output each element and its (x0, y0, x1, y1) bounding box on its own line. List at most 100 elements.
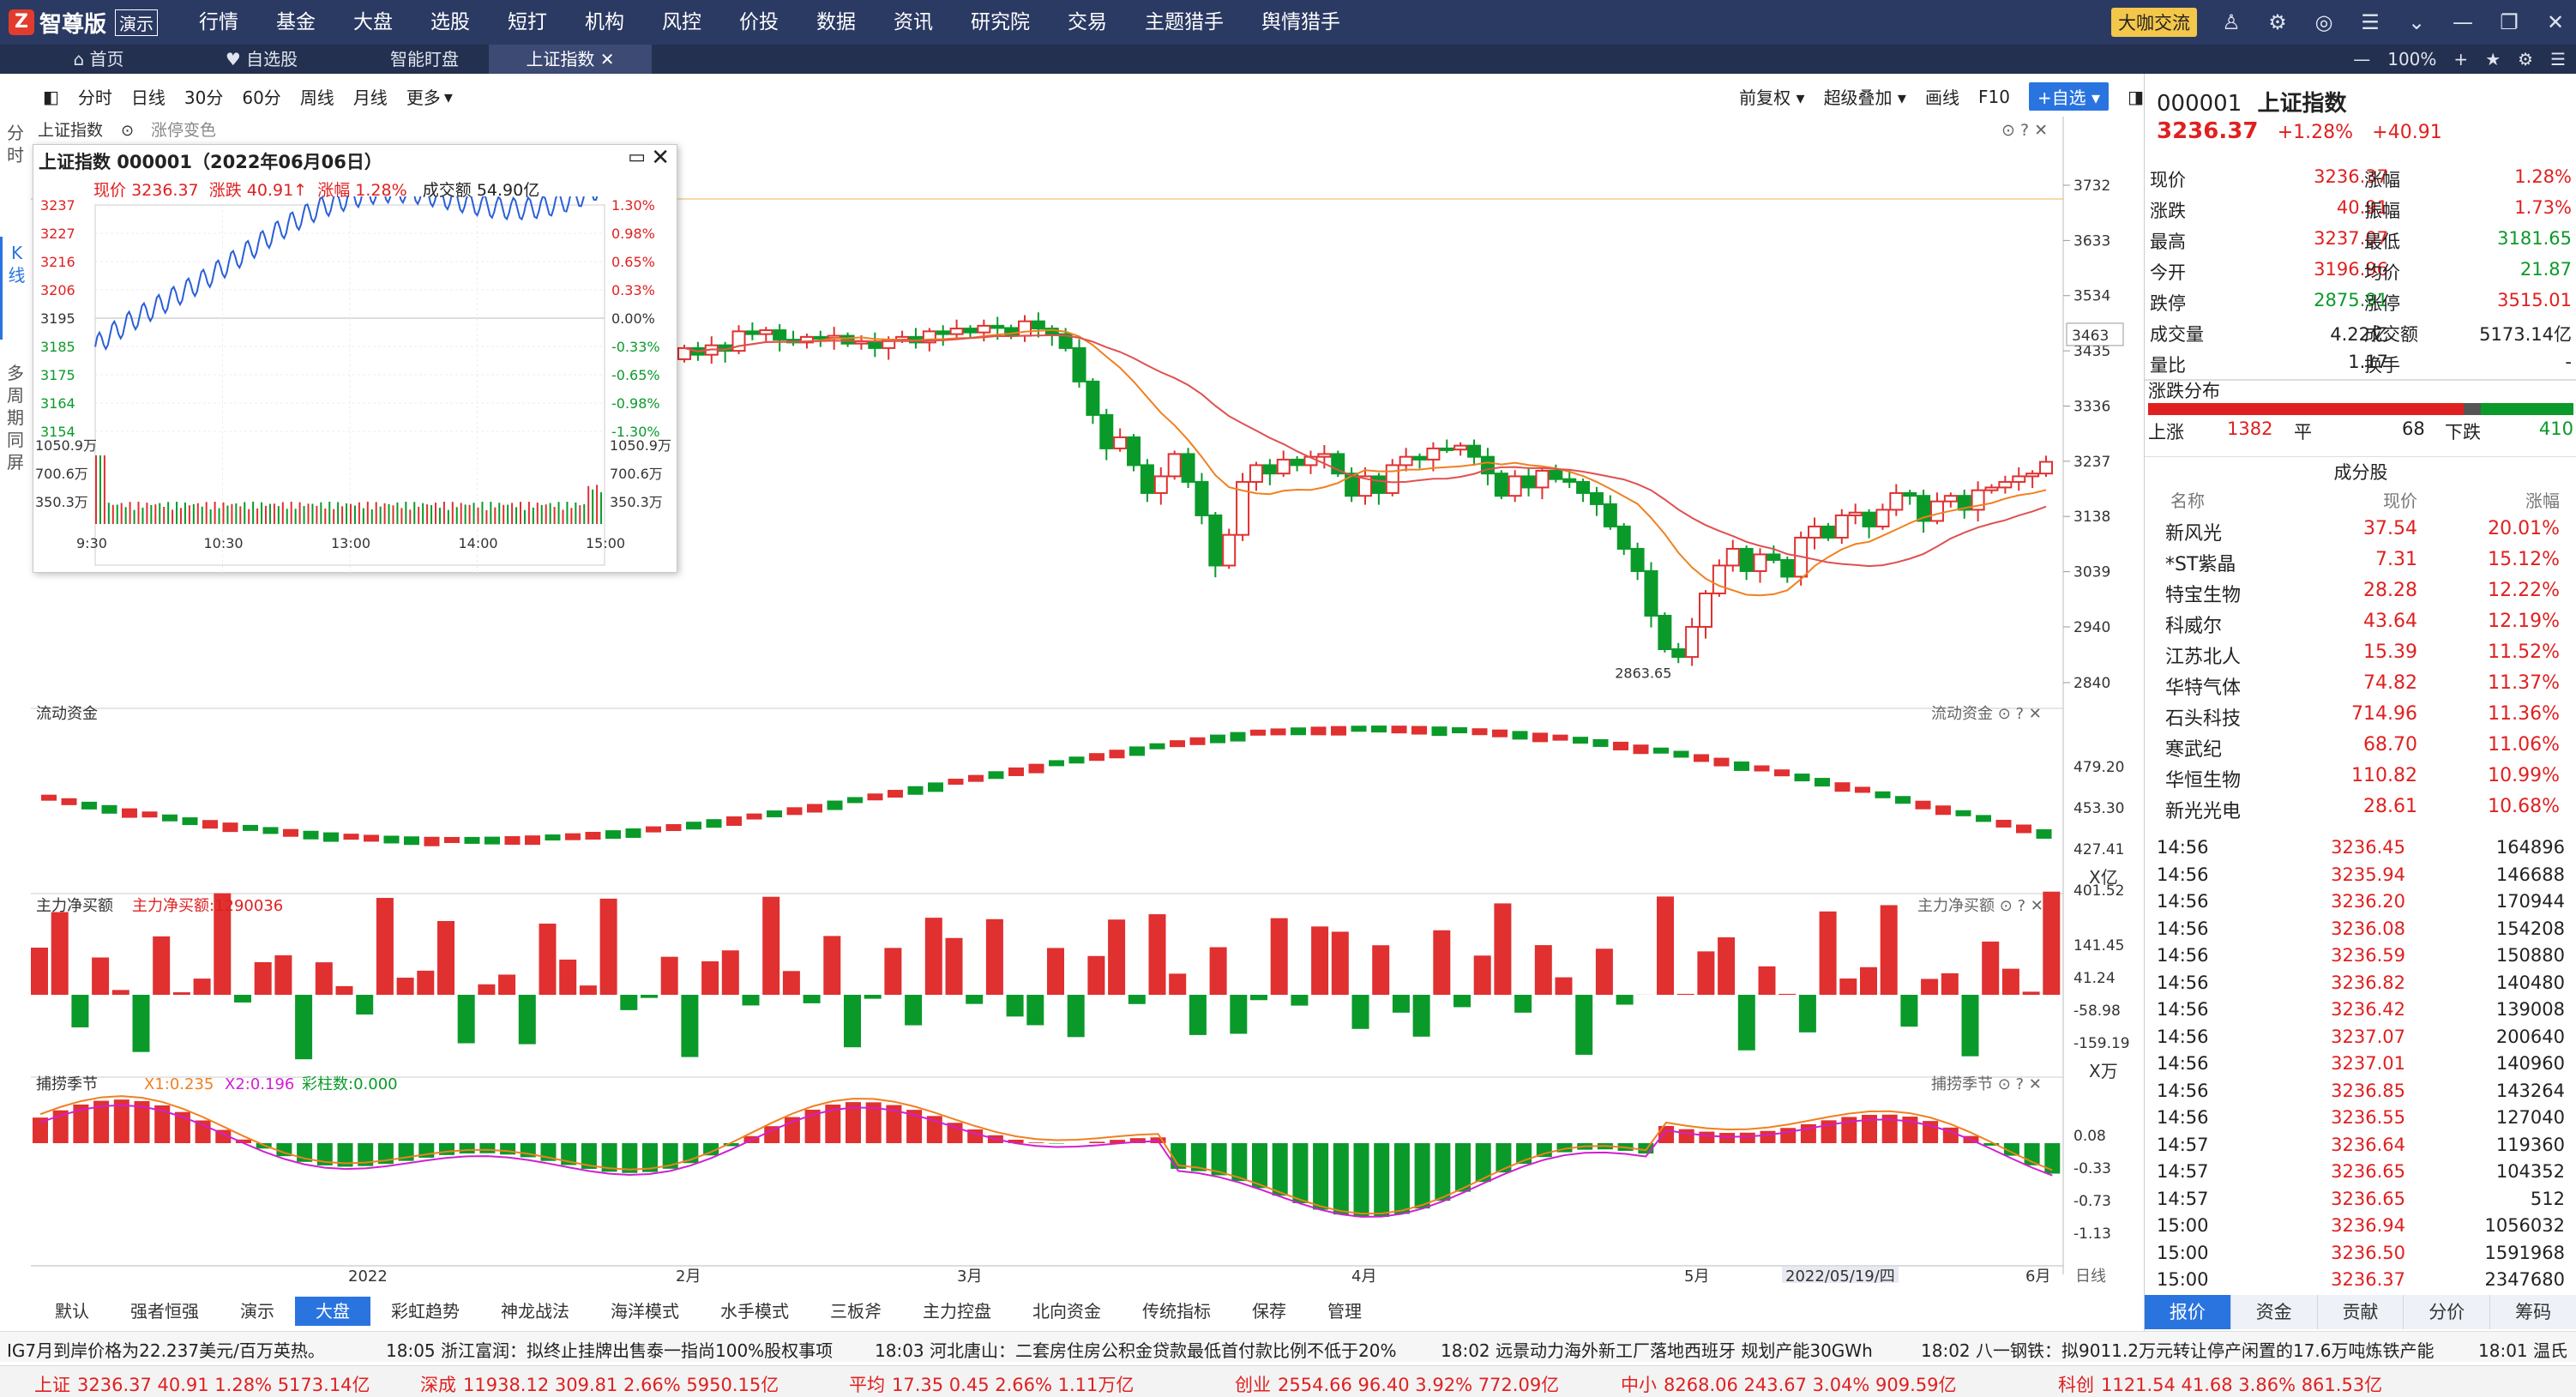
menu-item[interactable]: 研究院 (971, 11, 1030, 33)
component-row[interactable]: 华恒生物 110.82 10.99% (2165, 765, 2560, 792)
index-item[interactable]: 创业 2554.66 96.40 3.92% 772.09亿 (1235, 1375, 1560, 1395)
template-tab[interactable]: 主力控盘 (923, 1301, 991, 1322)
index-item[interactable]: 上证 3236.37 40.91 1.28% 5173.14亿 (34, 1375, 370, 1395)
template-tab[interactable]: 水手模式 (720, 1301, 789, 1322)
template-tab[interactable]: 传统指标 (1142, 1301, 1211, 1322)
menu-item[interactable]: 交易 (1068, 11, 1107, 33)
template-tab[interactable]: 演示 (240, 1301, 274, 1322)
template-tab[interactable]: 管理 (1327, 1301, 1362, 1322)
collapse-icon[interactable]: ⌄ (2407, 10, 2426, 34)
more-dropdown-icon[interactable]: ▾ (443, 86, 453, 107)
period-0[interactable]: 分时 (77, 87, 112, 108)
season-bar (1881, 1114, 1898, 1143)
news-item[interactable]: 18:03 河北唐山：二套房住房公积金贷款最低首付款比例不低于20% (875, 1340, 1397, 1361)
adjust-dropdown[interactable]: 前复权 ▾ (1739, 87, 1805, 108)
quote-tab[interactable]: 报价 (2145, 1295, 2231, 1329)
menu-item[interactable]: 行情 (199, 11, 238, 33)
period-3[interactable]: 60分 (242, 87, 281, 108)
index-item[interactable]: 深成 11938.12 309.81 2.66% 5950.15亿 (420, 1375, 779, 1395)
vtab-intraday[interactable]: 分时 (7, 123, 24, 166)
quote-tab[interactable]: 贡献 (2317, 1295, 2404, 1329)
restore-icon[interactable]: ❐ (2500, 10, 2519, 34)
template-tab[interactable]: 彩虹趋势 (391, 1301, 460, 1322)
menu-item[interactable]: 资讯 (894, 11, 933, 33)
settings-icon[interactable]: ⚙ (2268, 10, 2287, 34)
flow-bar (383, 835, 400, 844)
template-tab[interactable]: 强者恒强 (130, 1301, 199, 1322)
menu-item[interactable]: 舆情猎手 (1261, 11, 1340, 33)
template-tab[interactable]: 保荐 (1252, 1301, 1286, 1322)
news-item[interactable]: IG7月到岸价格为22.237美元/百万英热。 (7, 1340, 325, 1361)
template-tab[interactable]: 神龙战法 (501, 1301, 569, 1322)
popup-minimize-icon[interactable]: ▭ (628, 147, 646, 168)
quote-tab[interactable]: 筹码 (2490, 1295, 2576, 1329)
menu-item[interactable]: 机构 (585, 11, 624, 33)
template-tab[interactable]: 大盘 (295, 1297, 370, 1326)
talk-button[interactable]: 大咖交流 (2111, 8, 2197, 37)
component-row[interactable]: 寒武纪 68.70 11.06% (2165, 734, 2560, 761)
component-row[interactable]: 华特气体 74.82 11.37% (2165, 672, 2560, 699)
tab-home[interactable]: ⌂ 首页 (73, 49, 124, 69)
menu-item[interactable]: 短打 (508, 11, 547, 33)
kline-chart-area[interactable]: 3732 3633 3534 3435 3336 3237 3138 3039 2940 2840… (31, 117, 2149, 1283)
period-1[interactable]: 日线 (130, 87, 166, 108)
tab-watchlist[interactable]: ♥ 自选股 (225, 49, 298, 69)
panel-toggle-icon[interactable]: ◨ (2128, 86, 2144, 107)
zoom-in-icon[interactable]: + (2453, 49, 2469, 69)
menu-item[interactable]: 数据 (816, 11, 856, 33)
vtab-multi-period[interactable]: 多周期同屏 (7, 363, 24, 473)
template-tab[interactable]: 三板斧 (830, 1301, 882, 1322)
overlay-dropdown[interactable]: 超级叠加 ▾ (1823, 87, 1906, 108)
template-tab[interactable]: 默认 (55, 1301, 89, 1322)
index-item[interactable]: 中小 8268.06 243.67 3.04% 909.59亿 (1621, 1375, 1957, 1395)
component-row[interactable]: 石头科技 714.96 11.36% (2165, 703, 2560, 730)
component-row[interactable]: 江苏北人 15.39 11.52% (2165, 641, 2560, 668)
component-row[interactable]: 科威尔 43.64 12.19% (2165, 611, 2560, 637)
close-icon[interactable]: ✕ (2546, 10, 2565, 34)
user-icon[interactable]: ♙ (2222, 10, 2241, 34)
menu-item[interactable]: 主题猎手 (1145, 11, 1224, 33)
tab-close-icon[interactable]: ✕ (599, 49, 615, 69)
star-icon[interactable]: ★ (2485, 49, 2501, 69)
skin-icon[interactable]: ◎ (2314, 10, 2333, 34)
f10-button[interactable]: F10 (1977, 86, 2010, 107)
index-item[interactable]: 科创 1121.54 41.68 3.86% 861.53亿 (2058, 1375, 2383, 1395)
news-item[interactable]: 18:02 远景动力海外新工厂落地西班牙 规划产能30GWh (1441, 1340, 1873, 1361)
menu-item[interactable]: 大盘 (353, 11, 393, 33)
period-5[interactable]: 月线 (352, 87, 388, 108)
sidebar-toggle-icon[interactable]: ◧ (43, 86, 59, 107)
component-row[interactable]: 特宝生物 28.28 12.22% (2165, 580, 2560, 606)
tab-smart-monitor[interactable]: 智能盯盘 (390, 49, 459, 69)
component-row[interactable]: 新风光 37.54 20.01% (2165, 518, 2560, 545)
menu-icon[interactable]: ☰ (2361, 10, 2380, 34)
index-item[interactable]: 平均 17.35 0.45 2.66% 1.11万亿 (849, 1375, 1135, 1395)
zoom-out-icon[interactable]: — (2353, 49, 2371, 69)
period-6[interactable]: 更多 (406, 87, 441, 108)
more-icon[interactable]: ☰ (2550, 49, 2566, 69)
menu-item[interactable]: 价投 (739, 11, 779, 33)
menu-item[interactable]: 风控 (662, 11, 701, 33)
template-tab[interactable]: 海洋模式 (611, 1301, 679, 1322)
news-item[interactable]: 18:01 温氏 (2478, 1340, 2567, 1361)
zoom-controls: — 100% + ★ ⚙ ☰ (2353, 45, 2566, 74)
component-row[interactable]: *ST紫晶 7.31 15.12% (2165, 549, 2560, 575)
news-item[interactable]: 18:02 八一钢铁：拟9011.2万元转让停产闲置的17.6万吨炼铁产能 (1921, 1340, 2435, 1361)
popup-close-icon[interactable]: ✕ (651, 145, 670, 171)
quote-tab[interactable]: 分价 (2404, 1295, 2491, 1329)
draw-button[interactable]: 画线 (1924, 87, 1959, 108)
quote-tab[interactable]: 资金 (2230, 1295, 2318, 1329)
gear-icon[interactable]: ⚙ (2518, 49, 2534, 69)
period-4[interactable]: 周线 (299, 87, 334, 108)
popup-vol-bar (268, 503, 271, 524)
news-item[interactable]: 18:05 浙江富润：拟终止挂牌出售泰一指尚100%股权事项 (386, 1340, 834, 1361)
menu-item[interactable]: 选股 (430, 11, 470, 33)
app-logo[interactable]: Z 智尊版 演示 (9, 7, 159, 38)
add-watch-button[interactable]: +自选 ▾ (2028, 82, 2110, 111)
minimize-icon[interactable]: — (2453, 10, 2473, 34)
vtab-kline[interactable]: K线 (0, 237, 31, 340)
period-2[interactable]: 30分 (184, 87, 224, 108)
template-tab[interactable]: 北向资金 (1032, 1301, 1101, 1322)
tab-shanghai-index[interactable]: 上证指数 ✕ (489, 45, 652, 74)
menu-item[interactable]: 基金 (276, 11, 316, 33)
component-row[interactable]: 新光光电 28.61 10.68% (2165, 796, 2560, 822)
